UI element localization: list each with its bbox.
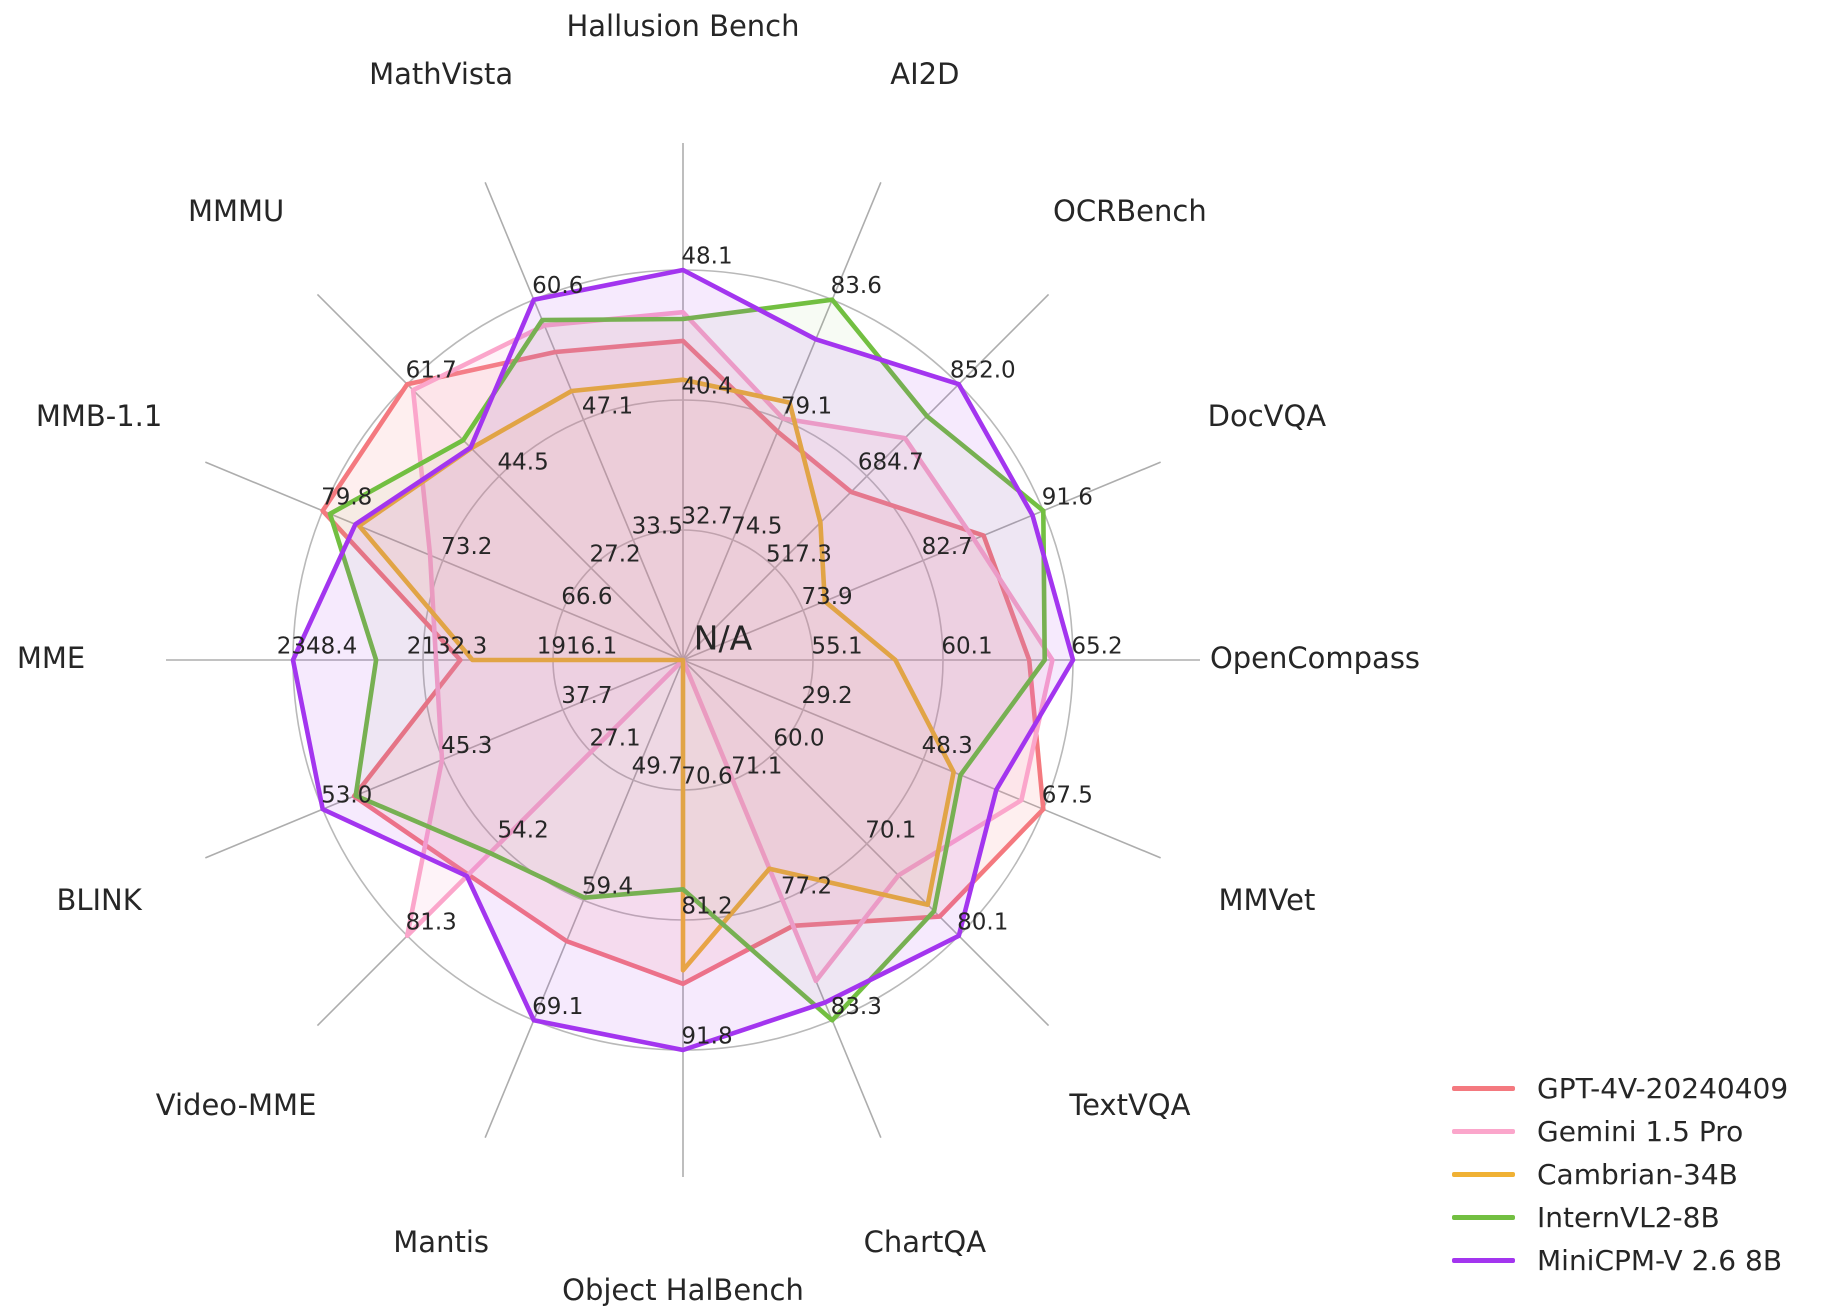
- series-fill-Cambrian-34B: [359, 379, 954, 971]
- axis-title-TextVQA: TextVQA: [1068, 1088, 1190, 1122]
- ring-label: 83.6: [831, 273, 882, 299]
- ring-label: 60.0: [773, 725, 824, 751]
- axis-title-MMB-1.1: MMB-1.1: [36, 399, 163, 433]
- legend-line-swatch: [1452, 1172, 1515, 1177]
- ring-label: 48.1: [681, 244, 732, 270]
- axis-title-Hallusion Bench: Hallusion Bench: [566, 9, 799, 43]
- legend-line-swatch: [1452, 1258, 1515, 1263]
- ring-label: 45.3: [441, 733, 492, 759]
- ring-label: 69.1: [532, 994, 583, 1020]
- ring-label: 70.6: [681, 764, 732, 790]
- ring-label: 2348.4: [277, 634, 357, 660]
- axis-title-DocVQA: DocVQA: [1208, 399, 1327, 433]
- axis-title-OCRBench: OCRBench: [1053, 194, 1207, 228]
- axis-spoke: [682, 659, 1161, 859]
- axis-spoke: [205, 461, 684, 661]
- legend-label: Cambrian-34B: [1537, 1157, 1738, 1191]
- axis-title-Object HalBench: Object HalBench: [562, 1273, 804, 1307]
- ring-label: 65.2: [1071, 634, 1122, 660]
- legend-item-InternVL2-8B: InternVL2-8B: [1452, 1196, 1788, 1239]
- series-polygon-InternVL2-8B: [327, 297, 1047, 1023]
- ring-label: 83.3: [831, 994, 882, 1020]
- series-polygon-MiniCPM-V 2.6 8B: [290, 267, 1076, 1053]
- legend: GPT-4V-20240409 Gemini 1.5 Pro Cambrian-34…: [1452, 1067, 1788, 1282]
- ring-label: 53.0: [321, 783, 372, 809]
- axis-spoke: [484, 182, 684, 661]
- ring-label: 81.2: [681, 894, 732, 920]
- ring-label: 59.4: [582, 874, 633, 900]
- axis-title-BLINK: BLINK: [56, 883, 142, 917]
- legend-line-swatch: [1452, 1215, 1515, 1220]
- axis-spoke: [682, 293, 1050, 661]
- axis-title-MMMU: MMMU: [188, 194, 284, 228]
- axis-title-MathVista: MathVista: [369, 57, 513, 91]
- ring-label: 517.3: [766, 542, 832, 568]
- ring-label: 47.1: [582, 393, 633, 419]
- axis-spoke: [682, 182, 882, 661]
- ring-label: 55.1: [811, 634, 862, 660]
- center-na-label: N/A: [694, 619, 753, 658]
- series-fill-Gemini 1.5 Pro: [407, 312, 1053, 981]
- legend-item-Cambrian-34B: Cambrian-34B: [1452, 1153, 1788, 1196]
- legend-item-Gemini 1.5 Pro: Gemini 1.5 Pro: [1452, 1110, 1788, 1153]
- ring-label: 66.6: [561, 584, 612, 610]
- legend-label: InternVL2-8B: [1537, 1200, 1720, 1234]
- legend-label: GPT-4V-20240409: [1537, 1071, 1789, 1105]
- legend-item-GPT-4V-20240409: GPT-4V-20240409: [1452, 1067, 1788, 1110]
- ring-label: 33.5: [632, 513, 683, 539]
- ring-label: 1916.1: [537, 634, 617, 660]
- axis-title-MMVet: MMVet: [1218, 883, 1315, 917]
- series-polygon-Gemini 1.5 Pro: [404, 309, 1055, 984]
- ring-label: 27.1: [589, 725, 640, 751]
- ring-label: 48.3: [922, 733, 973, 759]
- series-polygon-GPT-4V-20240409: [320, 338, 1046, 987]
- axis-title-ChartQA: ChartQA: [864, 1225, 987, 1259]
- ring-label: 684.7: [858, 450, 924, 476]
- legend-item-MiniCPM-V 2.6 8B: MiniCPM-V 2.6 8B: [1452, 1239, 1788, 1282]
- ring-label: 2132.3: [407, 634, 487, 660]
- ring-label: 27.2: [589, 542, 640, 568]
- axis-title-AI2D: AI2D: [890, 57, 959, 91]
- ring-label: 37.7: [561, 683, 612, 709]
- legend-label: MiniCPM-V 2.6 8B: [1537, 1243, 1783, 1277]
- ring-label: 73.2: [441, 534, 492, 560]
- ring-label: 79.8: [321, 484, 372, 510]
- axis-title-MME: MME: [17, 641, 85, 675]
- ring-label: 29.2: [801, 683, 852, 709]
- axis-spoke: [682, 461, 1161, 661]
- ring-label: 73.9: [801, 584, 852, 610]
- axis-spoke: [316, 293, 684, 661]
- ring-label: 44.5: [498, 450, 549, 476]
- legend-line-swatch: [1452, 1129, 1515, 1134]
- ring-label: 81.3: [406, 909, 457, 935]
- ring-label: 91.8: [681, 1024, 732, 1050]
- ring-label: 79.1: [781, 393, 832, 419]
- ring-label: 74.5: [731, 513, 782, 539]
- ring-label: 60.1: [941, 634, 992, 660]
- ring-label: 32.7: [681, 504, 732, 530]
- series-fill-InternVL2-8B: [330, 299, 1045, 1021]
- ring-label: 54.2: [498, 817, 549, 843]
- ring-label: 82.7: [922, 534, 973, 560]
- ring-label: 80.1: [957, 909, 1008, 935]
- ring-label: 49.7: [632, 754, 683, 780]
- ring-label: 71.1: [731, 754, 782, 780]
- axis-spoke: [682, 659, 1050, 1027]
- series-fill-MiniCPM-V 2.6 8B: [293, 270, 1073, 1050]
- ring-label: 852.0: [950, 358, 1016, 384]
- ring-label: 61.7: [406, 358, 457, 384]
- ring-label: 77.2: [781, 874, 832, 900]
- ring-label: 67.5: [1042, 783, 1093, 809]
- legend-label: Gemini 1.5 Pro: [1537, 1114, 1744, 1148]
- ring-label: 70.1: [865, 817, 916, 843]
- legend-line-swatch: [1452, 1086, 1515, 1091]
- ring-label: 60.6: [532, 273, 583, 299]
- ring-label: 40.4: [681, 374, 732, 400]
- axis-title-Video-MME: Video-MME: [156, 1088, 317, 1122]
- axis-title-Mantis: Mantis: [393, 1225, 489, 1259]
- ring-label: 91.6: [1042, 484, 1093, 510]
- axis-title-OpenCompass: OpenCompass: [1210, 641, 1420, 675]
